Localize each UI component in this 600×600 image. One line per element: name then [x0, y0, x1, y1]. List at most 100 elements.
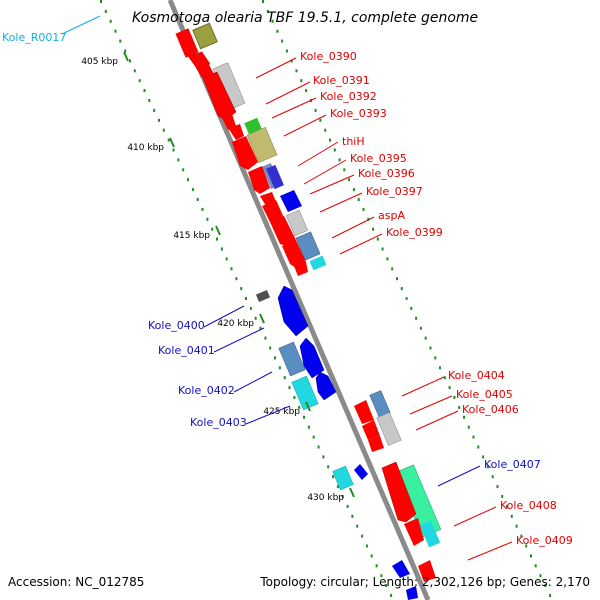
- guide-dot: [276, 29, 279, 33]
- feature-red-0399[interactable]: [282, 240, 306, 268]
- guide-dot: [293, 396, 296, 399]
- guide-dot: [486, 465, 489, 469]
- feature-kole-0402[interactable]: [299, 337, 325, 379]
- gene-label[interactable]: thiH: [342, 135, 365, 148]
- gene-label[interactable]: Kole_0405: [456, 388, 513, 401]
- feature-kole-0403-cyan[interactable]: [291, 375, 319, 411]
- guide-dot: [501, 495, 504, 498]
- guide-dot: [385, 584, 388, 588]
- guide-dot: [187, 178, 189, 182]
- guide-dot: [372, 227, 375, 231]
- guide-dot: [290, 59, 293, 63]
- feature-red-0391a[interactable]: [196, 63, 214, 78]
- feature-grey-0404[interactable]: [376, 412, 402, 446]
- guide-dot: [544, 584, 547, 588]
- gene-label[interactable]: Kole_0396: [358, 167, 415, 180]
- guide-dot: [380, 574, 383, 578]
- feature-red-0395[interactable]: [248, 166, 270, 194]
- guide-dot: [264, 336, 267, 340]
- feature-red-0405[interactable]: [362, 420, 380, 440]
- gene-label[interactable]: Kole_0402: [178, 384, 235, 397]
- gene-label[interactable]: Kole_0397: [366, 185, 423, 198]
- feature-kole-0403[interactable]: [315, 371, 337, 401]
- label-leader-line: [309, 174, 355, 195]
- gene-label[interactable]: Kole_0400: [148, 319, 205, 332]
- label-leader-line: [319, 192, 363, 213]
- guide-dot: [443, 376, 446, 380]
- dotted-guides: [100, 0, 552, 597]
- gene-label[interactable]: aspA: [378, 209, 405, 222]
- feature-grey-aspA[interactable]: [285, 209, 309, 237]
- scale-tick-label: 425 kbp: [263, 407, 300, 417]
- feature-kole-0402-steel[interactable]: [278, 341, 306, 377]
- gene-label[interactable]: Kole_0392: [320, 90, 377, 103]
- label-leader-line: [213, 327, 265, 353]
- gene-label[interactable]: Kole_0399: [386, 226, 443, 239]
- gene-label[interactable]: Kole_0406: [462, 403, 519, 416]
- feature-steel-0399[interactable]: [295, 231, 321, 261]
- feature-blue-0395b[interactable]: [266, 164, 284, 190]
- guide-dot: [196, 198, 199, 201]
- feature-red-0406[interactable]: [368, 436, 384, 452]
- guide-dot: [410, 306, 413, 310]
- feature-kole-0408[interactable]: [381, 461, 417, 523]
- feature-red-0399b[interactable]: [294, 262, 308, 276]
- gene-label[interactable]: Kole_0395: [350, 152, 407, 165]
- feature-olive-top[interactable]: [192, 22, 218, 50]
- feature-red-0404[interactable]: [354, 400, 374, 424]
- feature-kole-0407-cyan[interactable]: [332, 465, 354, 491]
- guide-dot: [129, 59, 131, 63]
- label-leader-line: [339, 233, 383, 255]
- gene-label[interactable]: Kole_0404: [448, 369, 505, 382]
- guide-dot: [191, 188, 194, 192]
- guide-dot: [510, 514, 513, 518]
- feature-kole-0400[interactable]: [255, 289, 271, 303]
- feature-red-thiH[interactable]: [232, 136, 258, 170]
- feature-kole-0401[interactable]: [277, 285, 309, 337]
- feature-red-aspA[interactable]: [270, 216, 296, 246]
- feature-blue-bottom[interactable]: [392, 560, 410, 578]
- feature-tan-thiH[interactable]: [246, 126, 278, 164]
- feature-blue-bottom2[interactable]: [406, 586, 418, 600]
- guide-dot: [266, 9, 269, 13]
- gene-label[interactable]: Kole_0407: [484, 458, 541, 471]
- feature-red-top[interactable]: [175, 28, 199, 58]
- guide-dot: [453, 396, 456, 399]
- feature-red-0411[interactable]: [418, 560, 436, 582]
- guide-dot: [333, 148, 336, 152]
- feature-red-0392[interactable]: [222, 114, 236, 130]
- feature-green-0393[interactable]: [244, 117, 262, 135]
- gene-label[interactable]: Kole_0393: [330, 107, 387, 120]
- gene-label[interactable]: Kole_0401: [158, 344, 215, 357]
- label-leader-line: [437, 465, 481, 487]
- gene-label[interactable]: Kole_0391: [313, 74, 370, 87]
- gene-label[interactable]: Kole_0390: [300, 50, 357, 63]
- feature-red-0393[interactable]: [228, 124, 244, 140]
- label-leader-line: [467, 541, 513, 561]
- guide-dot: [424, 336, 427, 340]
- guide-dot: [396, 277, 398, 281]
- feature-kole-0407[interactable]: [354, 464, 368, 480]
- feature-cyan-0399[interactable]: [309, 255, 327, 271]
- guide-dot: [381, 247, 384, 251]
- guide-dot: [225, 257, 228, 261]
- gene-label[interactable]: Kole_R0017: [2, 31, 66, 44]
- gene-label[interactable]: Kole_0409: [516, 534, 573, 547]
- guide-dot: [327, 465, 330, 469]
- guide-dot: [400, 287, 403, 291]
- scale-tick-mark: [123, 51, 129, 62]
- guide-dot: [322, 455, 325, 459]
- guide-dot: [216, 237, 218, 241]
- guide-dot: [153, 108, 156, 112]
- feature-red-0397[interactable]: [262, 200, 284, 222]
- guide-dot: [362, 207, 365, 211]
- gene-label[interactable]: Kole_0408: [500, 499, 557, 512]
- feature-kole-0409[interactable]: [404, 518, 424, 546]
- page-title: Kosmotoga olearia TBF 19.5.1, complete g…: [132, 10, 478, 26]
- label-leader-line: [415, 410, 459, 431]
- guide-dot: [138, 79, 141, 83]
- guide-dot: [525, 544, 528, 548]
- gene-label[interactable]: Kole_0403: [190, 416, 247, 429]
- feature-kole-0409-cyan[interactable]: [419, 520, 441, 548]
- feature-blue-0396[interactable]: [280, 190, 302, 212]
